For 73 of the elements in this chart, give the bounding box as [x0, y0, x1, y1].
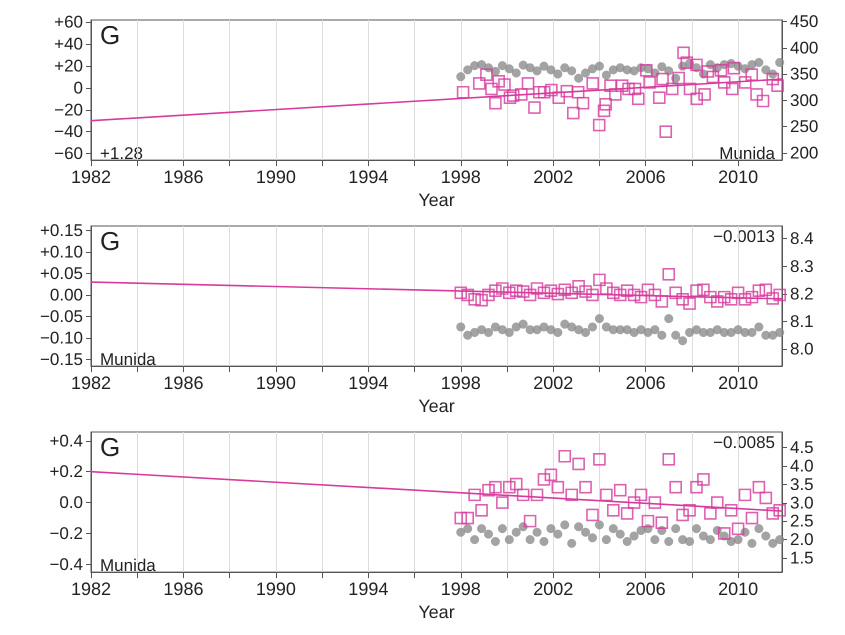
y2-tick-label: 1.5 — [790, 548, 814, 568]
x-tick-label: 1998 — [440, 373, 481, 394]
y2-tick-label: 8.1 — [790, 312, 814, 331]
x-tick-label: 1998 — [440, 167, 481, 188]
x-tick-label: 2002 — [533, 373, 574, 394]
x-tick-label: 2010 — [718, 167, 758, 188]
y-tick-label: +60 — [54, 12, 83, 32]
x-tick-label: 1986 — [163, 373, 204, 394]
annotation: Munida — [719, 144, 776, 163]
y-tick-label: +0.4 — [49, 431, 83, 450]
y2-tick-label: 8.2 — [790, 284, 814, 304]
x-tick-label: 2010 — [718, 373, 758, 394]
x-tick-label: 2006 — [626, 373, 666, 394]
annotation: −0.0085 — [713, 433, 776, 452]
y-tick-label: −0.4 — [49, 554, 83, 574]
y-tick-label: 0.00 — [50, 285, 83, 304]
annotation: Munida — [100, 556, 156, 575]
y2-tick-label: 350 — [790, 64, 818, 84]
y-tick-label: +40 — [54, 34, 83, 54]
annotation: G — [100, 226, 120, 256]
y2-tick-label: 200 — [790, 143, 818, 162]
annotation: G — [100, 20, 120, 50]
y-tick-label: +0.15 — [40, 220, 83, 240]
x-tick-label: 1998 — [440, 579, 481, 600]
y-tick-label: +20 — [54, 56, 83, 76]
y2-tick-label: 250 — [790, 117, 818, 136]
y2-tick-label: 4.0 — [790, 456, 814, 476]
y2-tick-label: 450 — [790, 12, 818, 32]
x-tick-label: 2010 — [718, 579, 758, 600]
x-tick-label: 2006 — [626, 579, 666, 600]
annotation: −0.0013 — [713, 227, 776, 246]
x-tick-label: 1982 — [70, 373, 112, 394]
y-tick-label: −60 — [54, 144, 83, 164]
x-tick-label: 1986 — [163, 167, 204, 188]
y-tick-label: +0.2 — [49, 462, 83, 482]
y-tick-label: −0.05 — [40, 307, 83, 326]
y-tick-label: −0.15 — [40, 350, 83, 370]
y2-tick-label: 300 — [790, 90, 818, 110]
x-axis-title: Year — [418, 190, 455, 210]
y2-tick-label: 2.0 — [790, 530, 814, 550]
y2-tick-label: 8.4 — [790, 229, 814, 248]
x-axis-title: Year — [418, 396, 455, 416]
y-tick-label: +0.10 — [40, 242, 83, 262]
y2-tick-label: 8.0 — [790, 340, 814, 358]
y2-tick-label: 400 — [790, 38, 818, 58]
y2-tick-label: 2.5 — [790, 512, 814, 531]
y-tick-label: 0 — [74, 78, 83, 98]
x-tick-label: 2002 — [533, 579, 574, 600]
x-tick-label: 2002 — [533, 167, 574, 188]
x-tick-label: 1994 — [348, 373, 388, 394]
y2-tick-label: 3.5 — [790, 474, 814, 494]
y-tick-label: −0.10 — [40, 328, 83, 348]
y2-tick-label: 8.3 — [790, 256, 814, 276]
y-tick-label: +0.05 — [40, 264, 83, 283]
x-tick-label: 1982 — [70, 579, 112, 600]
y2-tick-label: 3.0 — [790, 493, 814, 512]
x-tick-label: 1990 — [256, 167, 296, 188]
x-axis-title: Year — [418, 602, 455, 622]
y-tick-label: −20 — [54, 100, 83, 120]
y-tick-label: −40 — [54, 122, 83, 142]
y-tick-label: 0.0 — [59, 493, 83, 512]
y-tick-label: −0.2 — [49, 524, 83, 543]
x-tick-label: 1990 — [256, 373, 296, 394]
x-tick-label: 1990 — [256, 579, 296, 600]
annotation: +1.28 — [100, 144, 144, 163]
x-tick-label: 1994 — [348, 167, 388, 188]
x-tick-label: 1982 — [70, 167, 112, 188]
x-tick-label: 2006 — [626, 167, 666, 188]
annotation: G — [100, 432, 120, 462]
x-tick-label: 1994 — [348, 579, 388, 600]
annotation: Munida — [100, 350, 156, 369]
y2-tick-label: 4.5 — [790, 438, 814, 457]
x-tick-label: 1986 — [163, 579, 204, 600]
